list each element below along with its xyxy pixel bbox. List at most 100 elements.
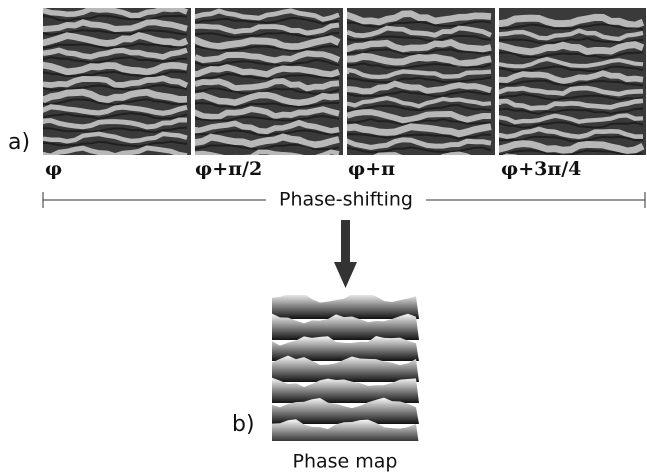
fringe [43, 117, 188, 130]
phase-map [272, 295, 419, 441]
fringe [499, 70, 644, 85]
fringe-image [347, 8, 495, 155]
fringe [499, 98, 644, 111]
fringe [499, 56, 644, 69]
fringe-dark [499, 79, 644, 87]
fringe [347, 52, 492, 68]
frame-label: φ+π/2 [195, 158, 262, 180]
fringe-dark [347, 90, 492, 98]
fringe-dark [43, 56, 188, 64]
fringe-dark [499, 149, 644, 155]
fringe-images [43, 8, 646, 155]
fringe [195, 106, 340, 120]
fringe-dark [499, 65, 644, 73]
caption: Phase map [293, 451, 398, 473]
phase-band [272, 313, 419, 340]
fringe [499, 85, 644, 97]
fringe-dark [347, 48, 492, 56]
fringe-dark [347, 104, 492, 112]
arrow [334, 220, 357, 288]
fringe-dark [347, 146, 492, 154]
fringe-dark [499, 135, 644, 143]
fringe [43, 19, 188, 33]
fringe [195, 50, 341, 64]
fringe [195, 119, 340, 135]
fringe-dark [347, 76, 492, 84]
fringe [499, 113, 644, 125]
fringe-dark [43, 84, 188, 92]
fringe-dark [347, 117, 492, 126]
fringe [347, 39, 492, 53]
fringe-dark [347, 34, 492, 42]
fringe [43, 47, 188, 60]
fringe [43, 61, 188, 76]
fringe-dark [43, 14, 188, 22]
fringe [499, 140, 645, 155]
fringe [43, 145, 188, 155]
phase-band [272, 335, 419, 361]
fringe-dark [195, 87, 340, 95]
fringe [43, 32, 189, 48]
fringe [195, 78, 340, 92]
fringe-dark [195, 101, 340, 109]
fringe-dark [195, 143, 340, 151]
fringe [347, 80, 492, 95]
fringe [499, 13, 645, 29]
fringe [499, 41, 645, 56]
fringe [499, 126, 644, 140]
fringe [43, 75, 189, 89]
panel-label: b) [232, 412, 255, 437]
fringe-dark [43, 112, 188, 120]
phase-band [272, 355, 419, 382]
fringe [195, 64, 340, 79]
fringe [347, 25, 492, 39]
bracket [42, 192, 646, 208]
fringe-dark [195, 59, 340, 67]
bracket-label: Phase-shifting [279, 189, 413, 211]
fringe-dark [43, 29, 188, 36]
fringe-dark [347, 133, 492, 140]
fringe-dark [195, 31, 340, 39]
fringe [347, 67, 492, 80]
fringe [43, 104, 188, 116]
fringe-dark [195, 17, 340, 25]
fringe [195, 149, 340, 155]
frame-label: φ+π [348, 158, 395, 180]
fringe-dark [195, 115, 340, 122]
fringe [347, 96, 492, 109]
fringe-dark [195, 45, 340, 52]
fringe-image [43, 8, 191, 155]
fringe-dark [347, 20, 492, 28]
frame-label: φ [45, 158, 62, 180]
fringe-dark [43, 98, 188, 106]
fringe-dark [43, 42, 188, 50]
phase-band [272, 377, 419, 403]
fringe-image [499, 8, 646, 155]
phase-map-image [272, 295, 419, 441]
fringe [347, 123, 492, 138]
fringe-dark [43, 70, 188, 78]
fringe [43, 131, 188, 144]
phase-band [272, 419, 419, 441]
fringe-dark [195, 73, 340, 80]
fringe [43, 88, 188, 104]
fringe [195, 91, 340, 107]
fringe-dark [499, 37, 644, 44]
fringe-dark [499, 23, 644, 31]
arrow-shaft [341, 220, 350, 264]
fringe-dark [74, 154, 159, 155]
fringe [195, 133, 340, 149]
fringe [347, 137, 492, 150]
fringe-dark [43, 126, 188, 134]
phase-band [272, 397, 419, 424]
panel-label: a) [8, 130, 30, 155]
phase-band [272, 295, 419, 319]
fringe [347, 10, 492, 26]
fringe-dark [499, 93, 644, 101]
arrow-head [334, 262, 357, 288]
fringe [195, 35, 341, 51]
fringe-dark [499, 51, 644, 59]
fringe [195, 22, 340, 36]
